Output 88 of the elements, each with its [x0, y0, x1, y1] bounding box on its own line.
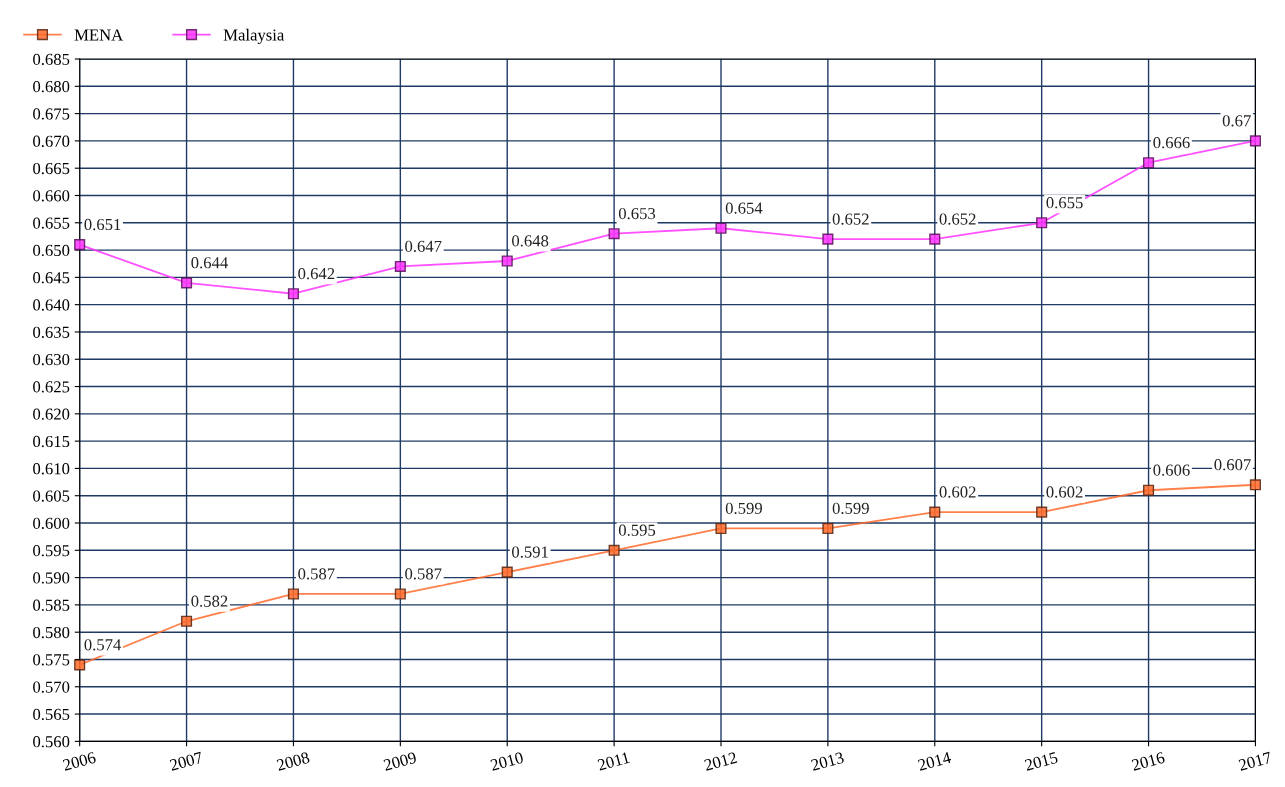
x-tick-label: 2011: [597, 751, 631, 771]
point: [1036, 217, 1048, 229]
point: [1249, 479, 1262, 491]
y-tick-label: 0.620: [33, 408, 70, 420]
y-tick-label: 0.640: [33, 299, 70, 311]
y-tick-label: 0.570: [33, 681, 70, 693]
data-label: 0.67: [1222, 115, 1251, 127]
data-label: 0.602: [939, 486, 976, 498]
y-tick-label: 0.600: [33, 517, 70, 530]
y-tick-label: 0.625: [33, 381, 70, 393]
data-label: 0.574: [84, 639, 122, 651]
data-label: 0.595: [618, 524, 656, 536]
x-tick-label: 2010: [490, 751, 524, 771]
data-label: 0.653: [618, 207, 656, 220]
y-tick-label: 0.670: [33, 135, 70, 147]
y-tick-label: 0.605: [33, 490, 70, 502]
point: [74, 239, 86, 251]
data-label: 0.587: [298, 568, 335, 580]
x-tick-label: 2012: [703, 751, 738, 771]
point: [287, 288, 300, 300]
y-tick-label: 0.630: [33, 353, 70, 366]
x-tick-label: 2017: [1238, 751, 1273, 771]
x-tick-label: 2013: [810, 751, 845, 771]
y-tick-label: 0.585: [33, 599, 70, 611]
y-tick-label: 0.680: [33, 81, 70, 93]
y-tick-label: 0.560: [33, 736, 70, 748]
point: [394, 588, 406, 600]
y-tick-label: 0.595: [33, 545, 70, 557]
x-tick-label: 2015: [1024, 751, 1059, 771]
y-tick-label: 0.665: [33, 162, 70, 175]
y-tick-label: 0.650: [33, 244, 70, 257]
x-tick-label: 2014: [917, 751, 952, 771]
point: [181, 615, 193, 627]
y-tick-label: 0.580: [33, 626, 70, 639]
y-tick-label: 0.565: [33, 708, 70, 721]
data-label: 0.599: [725, 502, 762, 515]
y-tick-label: 0.635: [33, 326, 70, 338]
point: [715, 222, 727, 234]
point: [287, 588, 300, 600]
y-tick-label: 0.610: [33, 463, 70, 475]
point: [1143, 484, 1155, 496]
x-tick-label: 2007: [169, 751, 204, 771]
data-label: 0.602: [1046, 486, 1083, 498]
y-tick-label: 0.675: [33, 108, 70, 120]
point: [608, 228, 620, 240]
point: [1249, 135, 1262, 147]
point: [822, 522, 834, 535]
y-tick-label: 0.615: [33, 435, 70, 448]
point: [608, 544, 620, 556]
point: [929, 506, 941, 518]
data-label: 0.591: [512, 546, 548, 558]
legend-label: MENA: [74, 29, 124, 41]
data-label: 0.652: [832, 213, 869, 225]
point: [715, 522, 727, 535]
x-tick-label: 2009: [383, 751, 417, 771]
data-label: 0.647: [405, 240, 442, 253]
x-tick-label: 2016: [1131, 751, 1166, 771]
point: [1143, 157, 1155, 169]
point: [394, 260, 406, 273]
y-tick-label: 0.655: [33, 217, 70, 229]
point: [181, 277, 193, 289]
point: [1036, 506, 1048, 518]
data-label: 0.642: [298, 268, 335, 280]
data-label: 0.606: [1153, 464, 1190, 476]
point: [929, 233, 941, 245]
data-label: 0.599: [832, 502, 869, 515]
point: [501, 255, 513, 267]
y-tick-label: 0.685: [33, 53, 70, 66]
data-label: 0.582: [191, 595, 228, 607]
y-tick-label: 0.575: [33, 654, 70, 666]
data-label: 0.648: [512, 235, 549, 247]
x-tick-label: 2006: [62, 751, 97, 771]
point: [501, 566, 513, 578]
data-label: 0.654: [725, 202, 763, 214]
y-tick-label: 0.645: [33, 272, 70, 284]
data-label: 0.644: [191, 257, 228, 269]
point: [74, 659, 86, 671]
data-label: 0.652: [939, 213, 976, 225]
data-label: 0.655: [1046, 197, 1083, 209]
data-label: 0.651: [84, 218, 121, 231]
y-tick-label: 0.660: [33, 190, 70, 202]
data-label: 0.607: [1214, 459, 1251, 471]
y-tick-label: 0.590: [33, 572, 70, 584]
point: [822, 233, 834, 245]
x-tick-label: 2008: [276, 751, 311, 771]
legend-label: Malaysia: [223, 28, 285, 45]
data-label: 0.666: [1153, 137, 1190, 149]
data-label: 0.587: [405, 568, 442, 580]
